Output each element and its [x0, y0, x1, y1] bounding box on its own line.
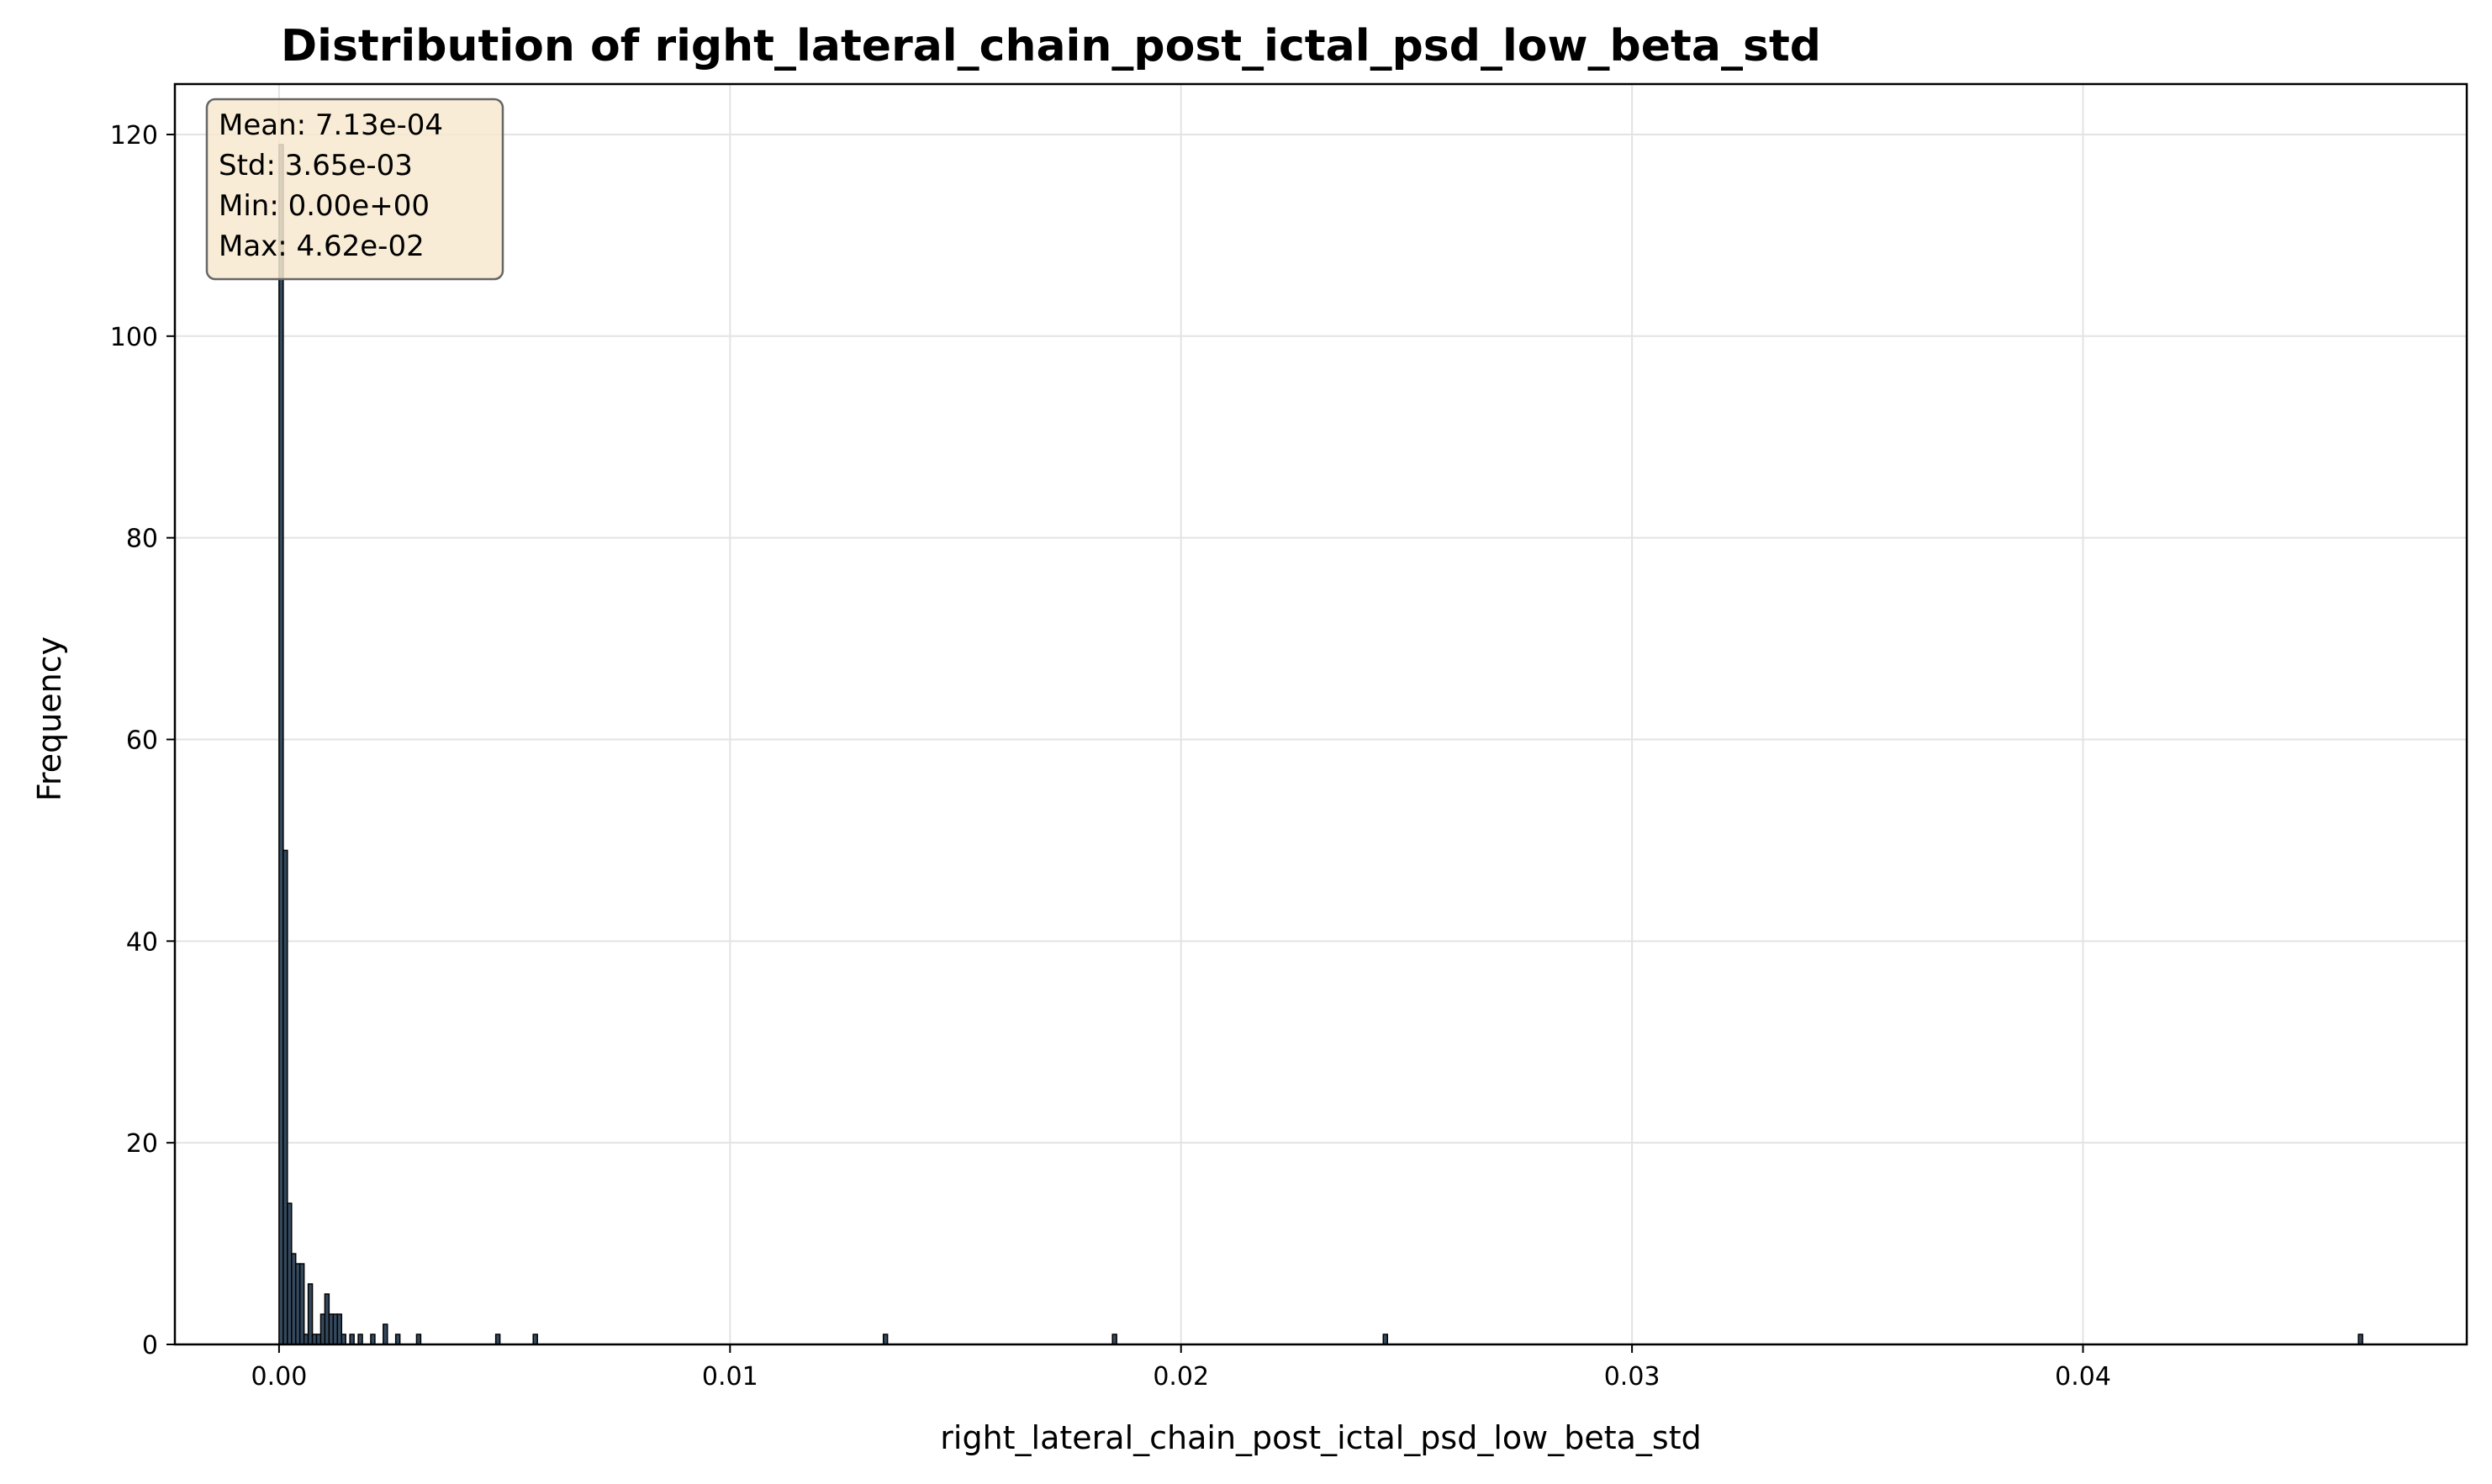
histogram-bar: [349, 1333, 355, 1345]
y-tick-label: 120: [110, 121, 158, 151]
y-tick-label: 100: [110, 323, 158, 352]
x-axis-ticks: 0.00 0.01 0.02 0.03 0.04: [251, 1344, 2111, 1392]
x-tick-label: 0.01: [702, 1362, 758, 1392]
stats-mean: Mean: 7.13e-04: [219, 108, 443, 142]
x-tick-label: 0.00: [251, 1362, 308, 1392]
y-tick-label: 0: [142, 1331, 158, 1360]
x-axis-label: right_lateral_chain_post_ictal_psd_low_b…: [940, 1419, 1701, 1456]
y-tick-label: 60: [126, 726, 158, 755]
x-tick-label: 0.03: [1604, 1362, 1660, 1392]
stats-max: Max: 4.62e-02: [219, 230, 425, 263]
histogram-bar: [1382, 1333, 1388, 1345]
x-tick-label: 0.04: [2055, 1362, 2111, 1392]
histogram-bar: [494, 1333, 501, 1345]
histogram-bar: [332, 1313, 339, 1345]
stats-box-background: [205, 98, 504, 281]
stats-min: Min: 0.00e+00: [219, 189, 430, 223]
histogram-bar: [341, 1333, 346, 1345]
histogram-bar: [370, 1333, 376, 1345]
histogram-bar: [2357, 1333, 2363, 1345]
histogram-bar: [324, 1293, 330, 1345]
histogram-bar: [311, 1333, 318, 1345]
y-tick-label: 40: [126, 927, 158, 957]
y-tick-label: 20: [126, 1129, 158, 1159]
plot-frame: [173, 82, 2468, 1346]
x-tick-label: 0.02: [1153, 1362, 1209, 1392]
histogram-bar: [282, 849, 288, 1345]
histogram-bar: [357, 1333, 363, 1345]
histogram-bar: [303, 1333, 309, 1345]
stats-std: Std: 3.65e-03: [219, 149, 413, 182]
histogram-bar: [383, 1323, 388, 1345]
grid-lines: [175, 84, 2467, 1345]
y-axis-label: Frequency: [31, 636, 68, 801]
stats-box: Mean: 7.13e-04 Std: 3.65e-03 Min: 0.00e+…: [205, 98, 504, 281]
y-axis-ticks: 0 20 40 60 80 100 120: [110, 121, 175, 1360]
histogram-bar: [394, 1333, 401, 1345]
histogram-bar: [415, 1333, 422, 1345]
histogram-bar: [298, 1263, 305, 1345]
y-tick-label: 80: [126, 525, 158, 554]
histogram-bar: [291, 1253, 297, 1345]
chart-title: Distribution of right_lateral_chain_post…: [281, 21, 1821, 71]
histogram-bar: [882, 1333, 889, 1345]
histogram-bar: [1111, 1333, 1117, 1345]
histogram-bar: [532, 1333, 538, 1345]
